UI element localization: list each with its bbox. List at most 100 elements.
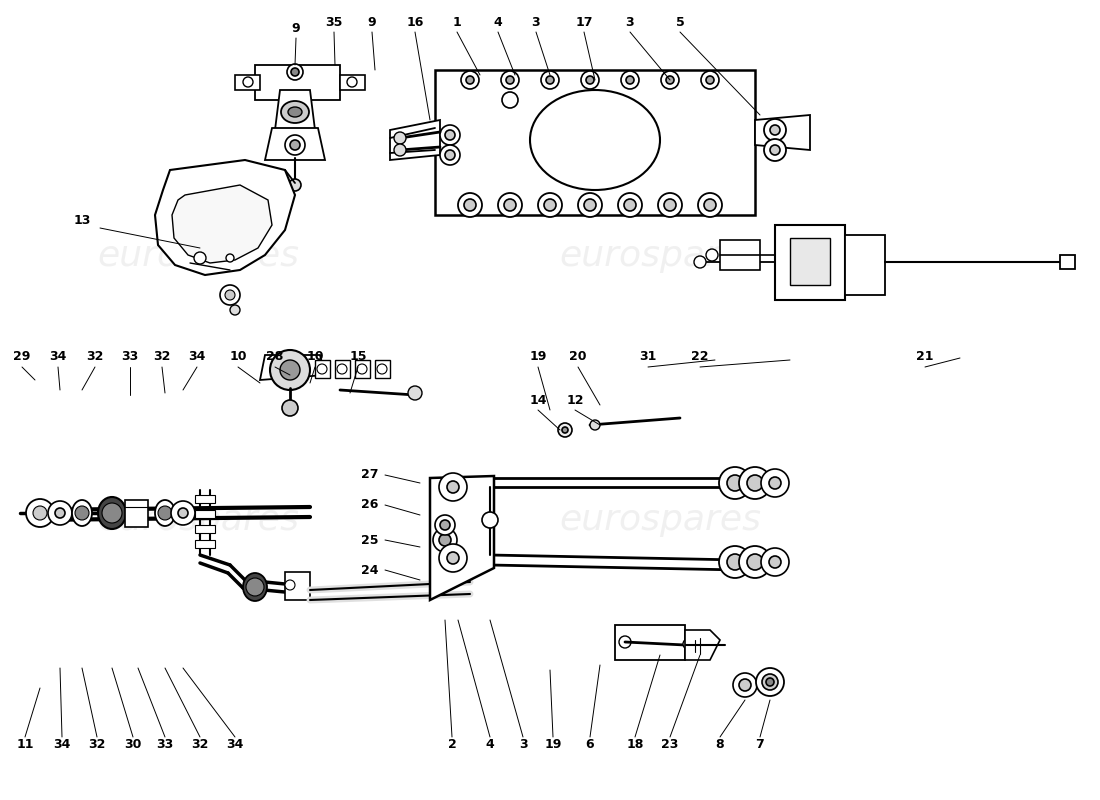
Circle shape [346, 77, 358, 87]
Circle shape [337, 364, 346, 374]
Text: 15: 15 [350, 350, 366, 363]
Polygon shape [355, 360, 370, 378]
Circle shape [544, 199, 556, 211]
Text: 22: 22 [691, 350, 708, 363]
Circle shape [285, 580, 295, 590]
Polygon shape [1060, 255, 1075, 269]
Circle shape [704, 199, 716, 211]
Circle shape [506, 76, 514, 84]
Circle shape [226, 254, 234, 262]
Circle shape [285, 135, 305, 155]
Circle shape [619, 636, 631, 648]
Polygon shape [285, 572, 310, 600]
Circle shape [358, 364, 367, 374]
Circle shape [727, 554, 742, 570]
Text: 34: 34 [53, 738, 70, 751]
Text: 26: 26 [361, 498, 378, 511]
Circle shape [433, 528, 456, 552]
Text: 34: 34 [50, 350, 67, 363]
Text: 10: 10 [229, 350, 246, 363]
Circle shape [446, 150, 455, 160]
Circle shape [766, 678, 774, 686]
Text: 17: 17 [575, 15, 593, 29]
Circle shape [747, 554, 763, 570]
Text: eurospares: eurospares [559, 239, 761, 273]
Circle shape [658, 193, 682, 217]
Text: 18: 18 [626, 738, 644, 751]
Circle shape [292, 68, 299, 76]
Ellipse shape [155, 500, 175, 526]
Circle shape [747, 475, 763, 491]
Ellipse shape [280, 101, 309, 123]
Circle shape [33, 506, 47, 520]
Circle shape [230, 305, 240, 315]
Circle shape [26, 499, 54, 527]
Circle shape [762, 674, 778, 690]
Circle shape [194, 252, 206, 264]
Text: 19: 19 [544, 738, 562, 751]
Text: 9: 9 [292, 22, 300, 34]
Text: 19: 19 [529, 350, 547, 363]
Text: eurospares: eurospares [97, 503, 299, 537]
Circle shape [666, 76, 674, 84]
Text: 29: 29 [13, 350, 31, 363]
Text: 7: 7 [756, 738, 764, 751]
Circle shape [461, 71, 478, 89]
Ellipse shape [72, 500, 92, 526]
Circle shape [769, 477, 781, 489]
Circle shape [482, 512, 498, 528]
Circle shape [439, 534, 451, 546]
Circle shape [719, 467, 751, 499]
Text: 4: 4 [485, 738, 494, 751]
Polygon shape [265, 128, 324, 160]
Circle shape [466, 76, 474, 84]
Polygon shape [720, 240, 760, 270]
Circle shape [706, 249, 718, 261]
Circle shape [584, 199, 596, 211]
Circle shape [394, 144, 406, 156]
Text: 3: 3 [626, 15, 635, 29]
Polygon shape [685, 630, 720, 660]
Polygon shape [615, 625, 685, 660]
Circle shape [706, 76, 714, 84]
Circle shape [727, 475, 742, 491]
Circle shape [439, 473, 468, 501]
Text: 34: 34 [227, 738, 244, 751]
Circle shape [408, 386, 422, 400]
Polygon shape [430, 476, 494, 600]
Text: 24: 24 [361, 563, 378, 577]
Polygon shape [755, 115, 810, 150]
Circle shape [439, 544, 468, 572]
Circle shape [226, 290, 235, 300]
Circle shape [586, 76, 594, 84]
Circle shape [447, 481, 459, 493]
Ellipse shape [288, 107, 302, 117]
Circle shape [618, 193, 642, 217]
Text: 23: 23 [661, 738, 679, 751]
Text: 8: 8 [716, 738, 724, 751]
Polygon shape [195, 540, 214, 548]
Circle shape [440, 145, 460, 165]
Circle shape [178, 508, 188, 518]
Circle shape [683, 639, 693, 649]
Text: 13: 13 [74, 214, 90, 226]
Text: eurospares: eurospares [559, 503, 761, 537]
Circle shape [170, 501, 195, 525]
Circle shape [504, 199, 516, 211]
Circle shape [502, 92, 518, 108]
Circle shape [578, 193, 602, 217]
Polygon shape [195, 510, 214, 518]
Text: 1: 1 [452, 15, 461, 29]
Text: 12: 12 [566, 394, 584, 406]
Polygon shape [340, 75, 365, 90]
Circle shape [440, 520, 450, 530]
Polygon shape [375, 360, 390, 378]
Circle shape [764, 139, 786, 161]
Circle shape [769, 556, 781, 568]
Circle shape [581, 71, 600, 89]
Circle shape [661, 71, 679, 89]
Polygon shape [845, 235, 886, 295]
Circle shape [739, 467, 771, 499]
Circle shape [440, 125, 460, 145]
Text: 32: 32 [153, 350, 170, 363]
